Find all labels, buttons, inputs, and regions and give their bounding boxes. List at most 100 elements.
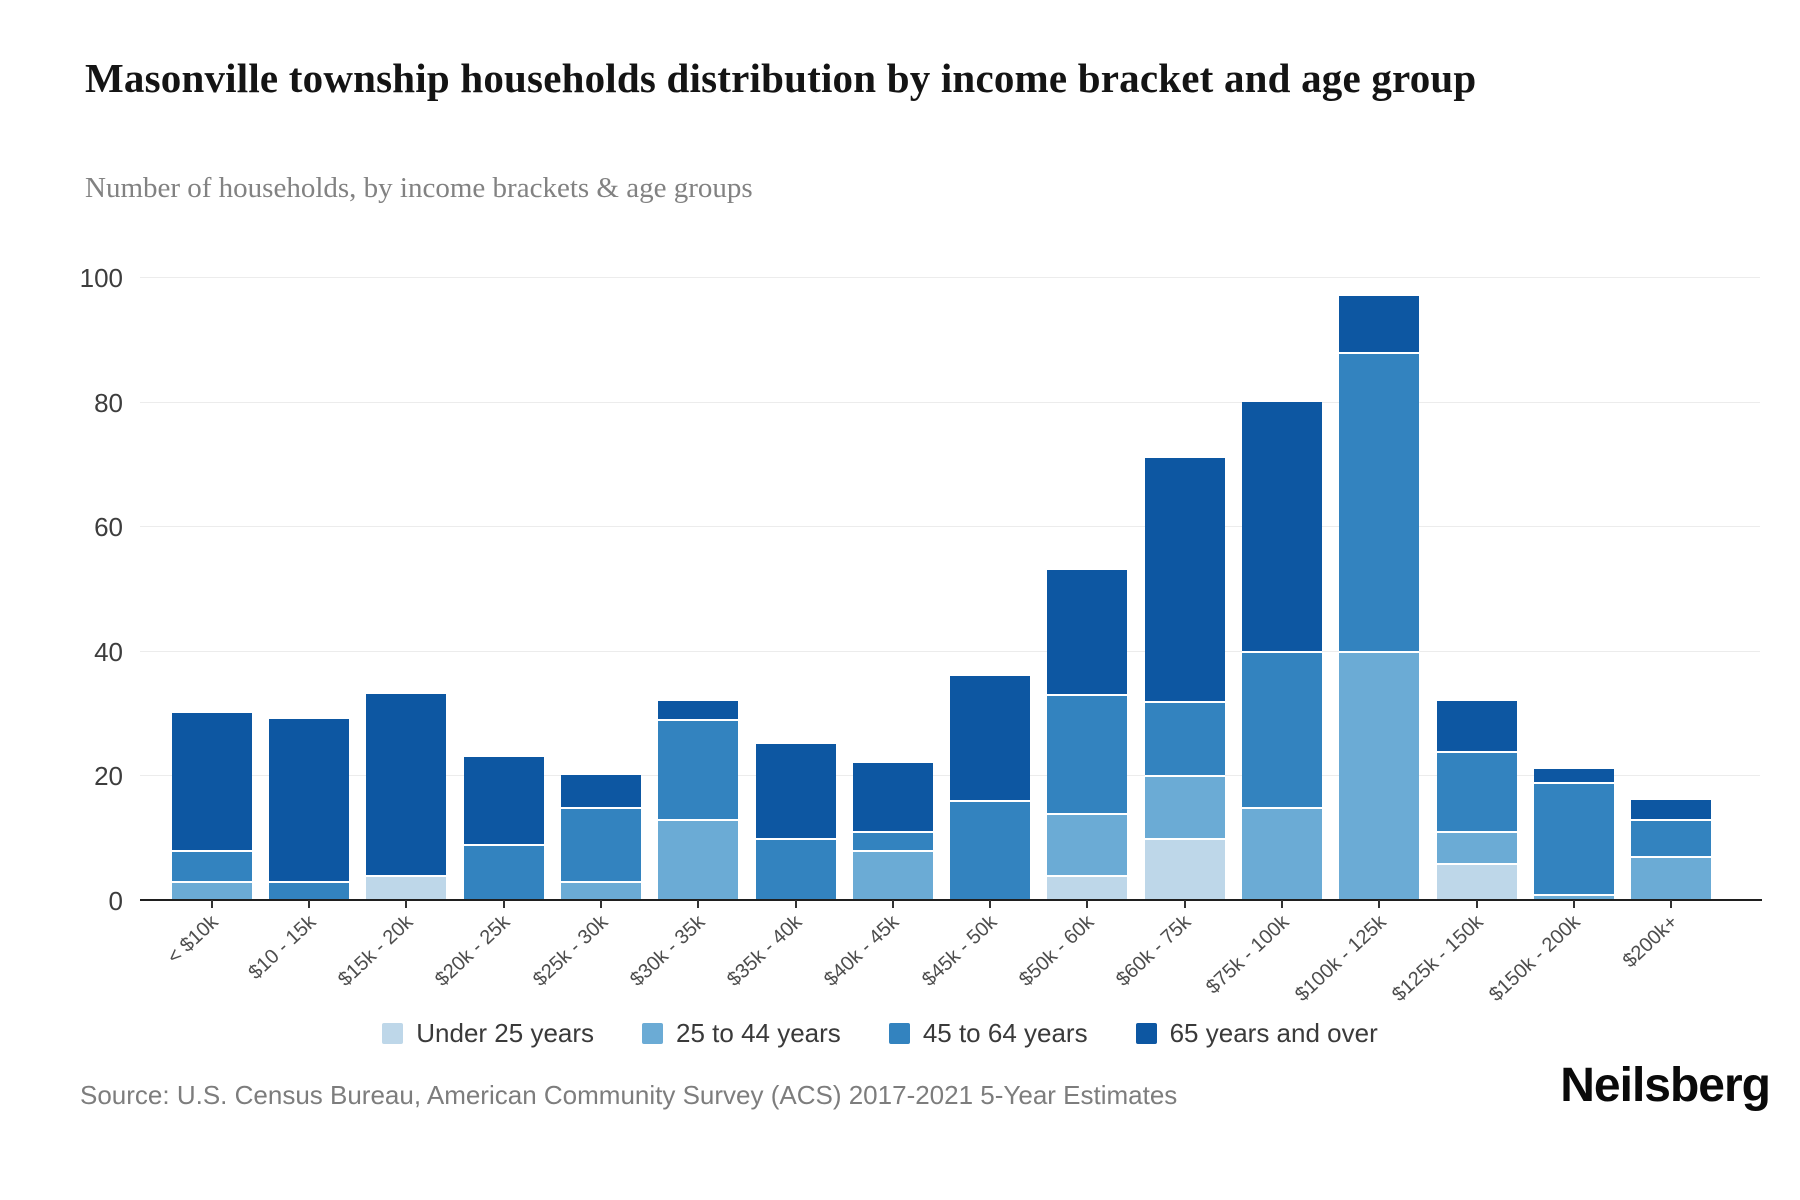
bar-segment xyxy=(171,713,252,851)
source-text: Source: U.S. Census Bureau, American Com… xyxy=(80,1080,1178,1110)
bar-segment xyxy=(852,762,933,832)
legend-item: 65 years and over xyxy=(1135,1018,1378,1049)
x-tick-mark xyxy=(599,900,602,908)
bar-segment xyxy=(950,800,1031,900)
bar-segment xyxy=(171,881,252,900)
bar-segment xyxy=(1242,806,1323,900)
x-tick-label: $75k - 100k xyxy=(1201,911,1294,999)
bar-slot xyxy=(1428,277,1525,900)
x-tick-label: $25k - 30k xyxy=(528,911,612,991)
bar-segment xyxy=(1144,457,1225,701)
plot-area: 0 20 40 60 80 100 < $10k $10 - 15k $15k - 20k $2… xyxy=(80,263,1762,1006)
x-tick-label: $100k - 125k xyxy=(1290,911,1391,1006)
bar-segment xyxy=(1631,800,1712,820)
gridline-80 xyxy=(140,401,1760,403)
bar-segment xyxy=(1144,837,1225,900)
x-tick-label: $10 - 15k xyxy=(243,911,320,984)
neilsberg-logo: Neilsberg xyxy=(1560,1059,1771,1112)
x-tick-mark xyxy=(1573,900,1576,908)
x-tick-label: $15k - 20k xyxy=(333,911,418,991)
x-tick-label: $60k - 75k xyxy=(1112,911,1196,991)
bar-segment xyxy=(560,806,641,882)
y-tick-label: 60 xyxy=(94,512,123,543)
x-tick-label: $45k - 50k xyxy=(917,911,1002,991)
x-tick-mark xyxy=(697,900,700,908)
bar-segment xyxy=(1047,875,1128,900)
y-tick-label: 20 xyxy=(94,761,123,792)
legend-label: 65 years and over xyxy=(1169,1018,1378,1048)
stacked-bar-7 xyxy=(755,744,836,900)
bar-slot xyxy=(1623,277,1720,900)
bar-segment xyxy=(1534,893,1615,900)
stacked-bar-3 xyxy=(366,694,447,900)
bar-segment xyxy=(171,850,252,882)
gridline-100 xyxy=(140,277,1760,278)
bar-segment xyxy=(366,694,447,876)
bar-slot xyxy=(163,277,260,900)
stacked-bar-9 xyxy=(950,675,1031,900)
x-tick-label: $50k - 60k xyxy=(1015,911,1099,991)
bar-slot xyxy=(260,277,357,900)
legend-swatch xyxy=(888,1023,910,1044)
stacked-bar-5 xyxy=(560,775,641,900)
x-tick-label: $150k - 200k xyxy=(1485,911,1586,1006)
stacked-bar-2 xyxy=(268,719,349,900)
x-tick-label: $35k - 40k xyxy=(723,911,807,991)
stacked-bar-8 xyxy=(852,762,933,900)
bar-segment xyxy=(268,719,349,882)
bar-slot xyxy=(1039,277,1136,900)
legend-swatch xyxy=(642,1023,664,1044)
bar-segment xyxy=(1144,700,1225,776)
stacked-bar-14 xyxy=(1436,700,1517,900)
x-tick-mark xyxy=(794,900,797,908)
bar-segment xyxy=(755,744,836,838)
bar-segment xyxy=(463,843,544,900)
x-tick-label: < $10k xyxy=(163,911,223,969)
stacked-bar-11 xyxy=(1144,457,1225,900)
chart-subtitle: Number of households, by income brackets… xyxy=(85,172,753,204)
legend-label: 45 to 64 years xyxy=(922,1018,1088,1048)
legend-item: 25 to 44 years xyxy=(642,1018,841,1049)
bar-segment xyxy=(366,875,447,900)
x-tick-mark xyxy=(1670,900,1673,908)
bar-segment xyxy=(755,837,836,900)
bar-slot xyxy=(747,277,844,900)
stacked-bar-16 xyxy=(1631,800,1712,900)
bar-slot xyxy=(358,277,455,900)
x-tick-mark xyxy=(1378,900,1381,908)
x-tick-mark xyxy=(405,900,408,908)
bar-slot xyxy=(1331,277,1428,900)
bar-slot xyxy=(552,277,649,900)
bar-slot xyxy=(650,277,747,900)
bar-slot xyxy=(1525,277,1622,900)
stacked-bar-6 xyxy=(658,700,739,900)
bar-segment xyxy=(1242,401,1323,651)
x-tick-mark xyxy=(1281,900,1284,908)
y-tick-label: 0 xyxy=(108,886,123,916)
bars-container xyxy=(163,277,1720,900)
bar-segment xyxy=(1242,650,1323,807)
stacked-bar-13 xyxy=(1339,295,1420,900)
gridline-60 xyxy=(140,526,1760,528)
bar-segment xyxy=(1144,775,1225,838)
bar-segment xyxy=(658,819,739,900)
bar-slot xyxy=(844,277,941,900)
bar-segment xyxy=(658,700,739,720)
bar-segment xyxy=(1436,831,1517,863)
bar-slot xyxy=(1233,277,1330,900)
x-tick-mark xyxy=(307,900,310,908)
x-tick-mark xyxy=(1183,900,1186,908)
stacked-bar-1 xyxy=(171,713,252,900)
x-tick-mark xyxy=(502,900,505,908)
bar-segment xyxy=(1631,819,1712,857)
legend-swatch xyxy=(1135,1023,1157,1044)
bar-segment xyxy=(268,881,349,900)
bar-segment xyxy=(1631,856,1712,900)
stacked-bar-10 xyxy=(1047,569,1128,900)
x-tick-label: $125k - 150k xyxy=(1388,911,1488,1006)
y-tick-label: 100 xyxy=(79,263,123,293)
legend-item: 45 to 64 years xyxy=(888,1018,1088,1049)
y-tick-label: 40 xyxy=(94,636,123,667)
bar-segment xyxy=(1436,750,1517,832)
bar-segment xyxy=(560,881,641,900)
